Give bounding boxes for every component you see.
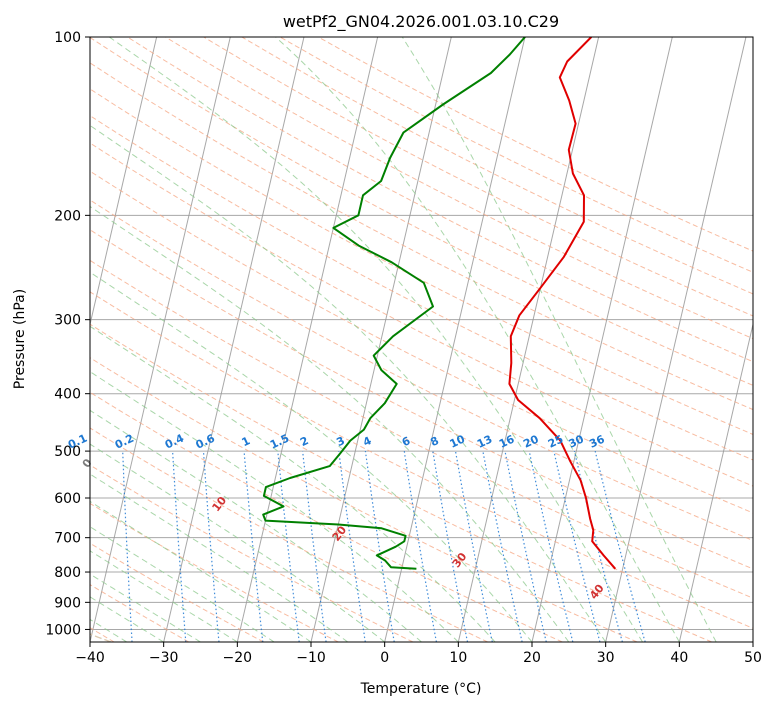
y-tick-label: 300 [54,313,81,329]
dry-adiabat-line [90,37,753,386]
mixing-ratio-label: 36 [587,432,607,450]
mixing-ratio-line [277,451,300,642]
dry-adiabat-line [90,391,563,642]
dry-adiabat-line [127,37,753,363]
isotherm-line [163,37,305,642]
moist-adiabat-line [90,205,570,642]
y-tick-label: 800 [54,565,81,581]
dry-adiabat-line [90,291,753,629]
mixing-ratio-label: 25 [546,433,565,451]
moist-adiabat-line [90,124,607,642]
dewpoint-profile-line [262,37,526,570]
mixing-ratio-line [504,450,547,642]
y-tick-label: 100 [54,30,81,46]
isotherm-line [236,37,379,642]
moist-adiabat-line [90,371,459,642]
x-tick-label: 10 [449,650,467,666]
mixing-ratio-label: 30 [567,432,587,450]
y-tick-label: 600 [54,491,81,507]
temperature-profile-line [508,37,617,570]
mixing-ratio-line [202,451,220,642]
mixing-ratio-line [338,451,366,642]
mixing-ratio-line [594,450,646,642]
moist-adiabat-line [401,37,717,642]
x-tick-label: −20 [223,650,253,666]
plot-frame [89,36,754,643]
isotherm-line [531,37,673,642]
y-axis-label: Pressure (hPa) [12,289,28,389]
x-tick-label: 20 [523,650,541,666]
moist-adiabat-line [109,37,643,642]
dry-adiabat-line [90,584,190,642]
moist-adiabat-line [90,443,385,642]
chart-title: wetPf2_GN04.2026.001.03.10.C29 [283,12,559,32]
mixing-ratio-line [364,451,395,642]
isotherm-line [384,37,526,642]
mixing-ratio-line [553,450,601,642]
plot-area [90,37,753,642]
mixing-ratio-label: 20 [521,432,541,450]
dry-adiabat-line [90,199,753,542]
y-tick-label: 700 [54,531,81,547]
y-tick-label: 400 [54,387,81,403]
dry-adiabat-line [90,229,753,570]
mixing-ratio-line [528,450,574,642]
isotherm-line [605,37,747,642]
dry-adiabat-line [90,502,339,642]
dry-adiabat-line [165,37,753,340]
moist-adiabat-line [90,409,422,642]
y-tick-label: 900 [54,595,81,611]
mixing-ratio-line [302,451,327,642]
data-series-layer [262,37,617,570]
mixing-ratio-label: 16 [497,432,517,450]
x-tick-label: 30 [597,650,615,666]
isotherm-line [310,37,452,642]
x-tick-label: −10 [296,650,326,666]
x-tick-label: 50 [744,650,762,666]
dry-adiabat-line [203,37,753,317]
x-tick-label: 40 [670,650,688,666]
isotherm-line [90,37,231,642]
x-tick-label: 0 [380,650,389,666]
dry-adiabat-line [90,427,488,642]
moist-adiabat-line [275,37,680,642]
moist-adiabat-line [90,573,201,642]
moist-adiabat-line [90,596,164,642]
mixing-ratio-label: 10 [448,432,468,450]
x-tick-label: −40 [75,650,105,666]
mixing-ratio-label: 13 [475,433,494,451]
dry-adiabat-line [90,323,712,642]
y-axis-ticks: 100 200 300 400 500 600 700 800 900 1000 [45,30,90,638]
isotherm-line [90,37,158,327]
mixing-ratio-line [454,450,493,642]
y-tick-label: 500 [54,444,81,460]
dry-adiabat-line [90,170,753,514]
y-tick-label: 200 [54,208,81,224]
x-axis-label: Temperature (°C) [360,681,482,697]
y-tick-label: 1000 [45,622,81,638]
background-lines-layer [90,37,753,642]
isotherm-line [678,322,753,642]
moist-adiabat-line [90,473,349,642]
mixing-ratio-line [482,450,523,642]
isotherm-line [457,37,600,642]
x-tick-label: −30 [149,650,179,666]
moist-adiabat-line [90,271,533,642]
mixing-ratio-line [243,451,264,642]
x-axis-ticks: −40 −30 −20 −10 0 10 20 30 40 50 [75,642,762,666]
